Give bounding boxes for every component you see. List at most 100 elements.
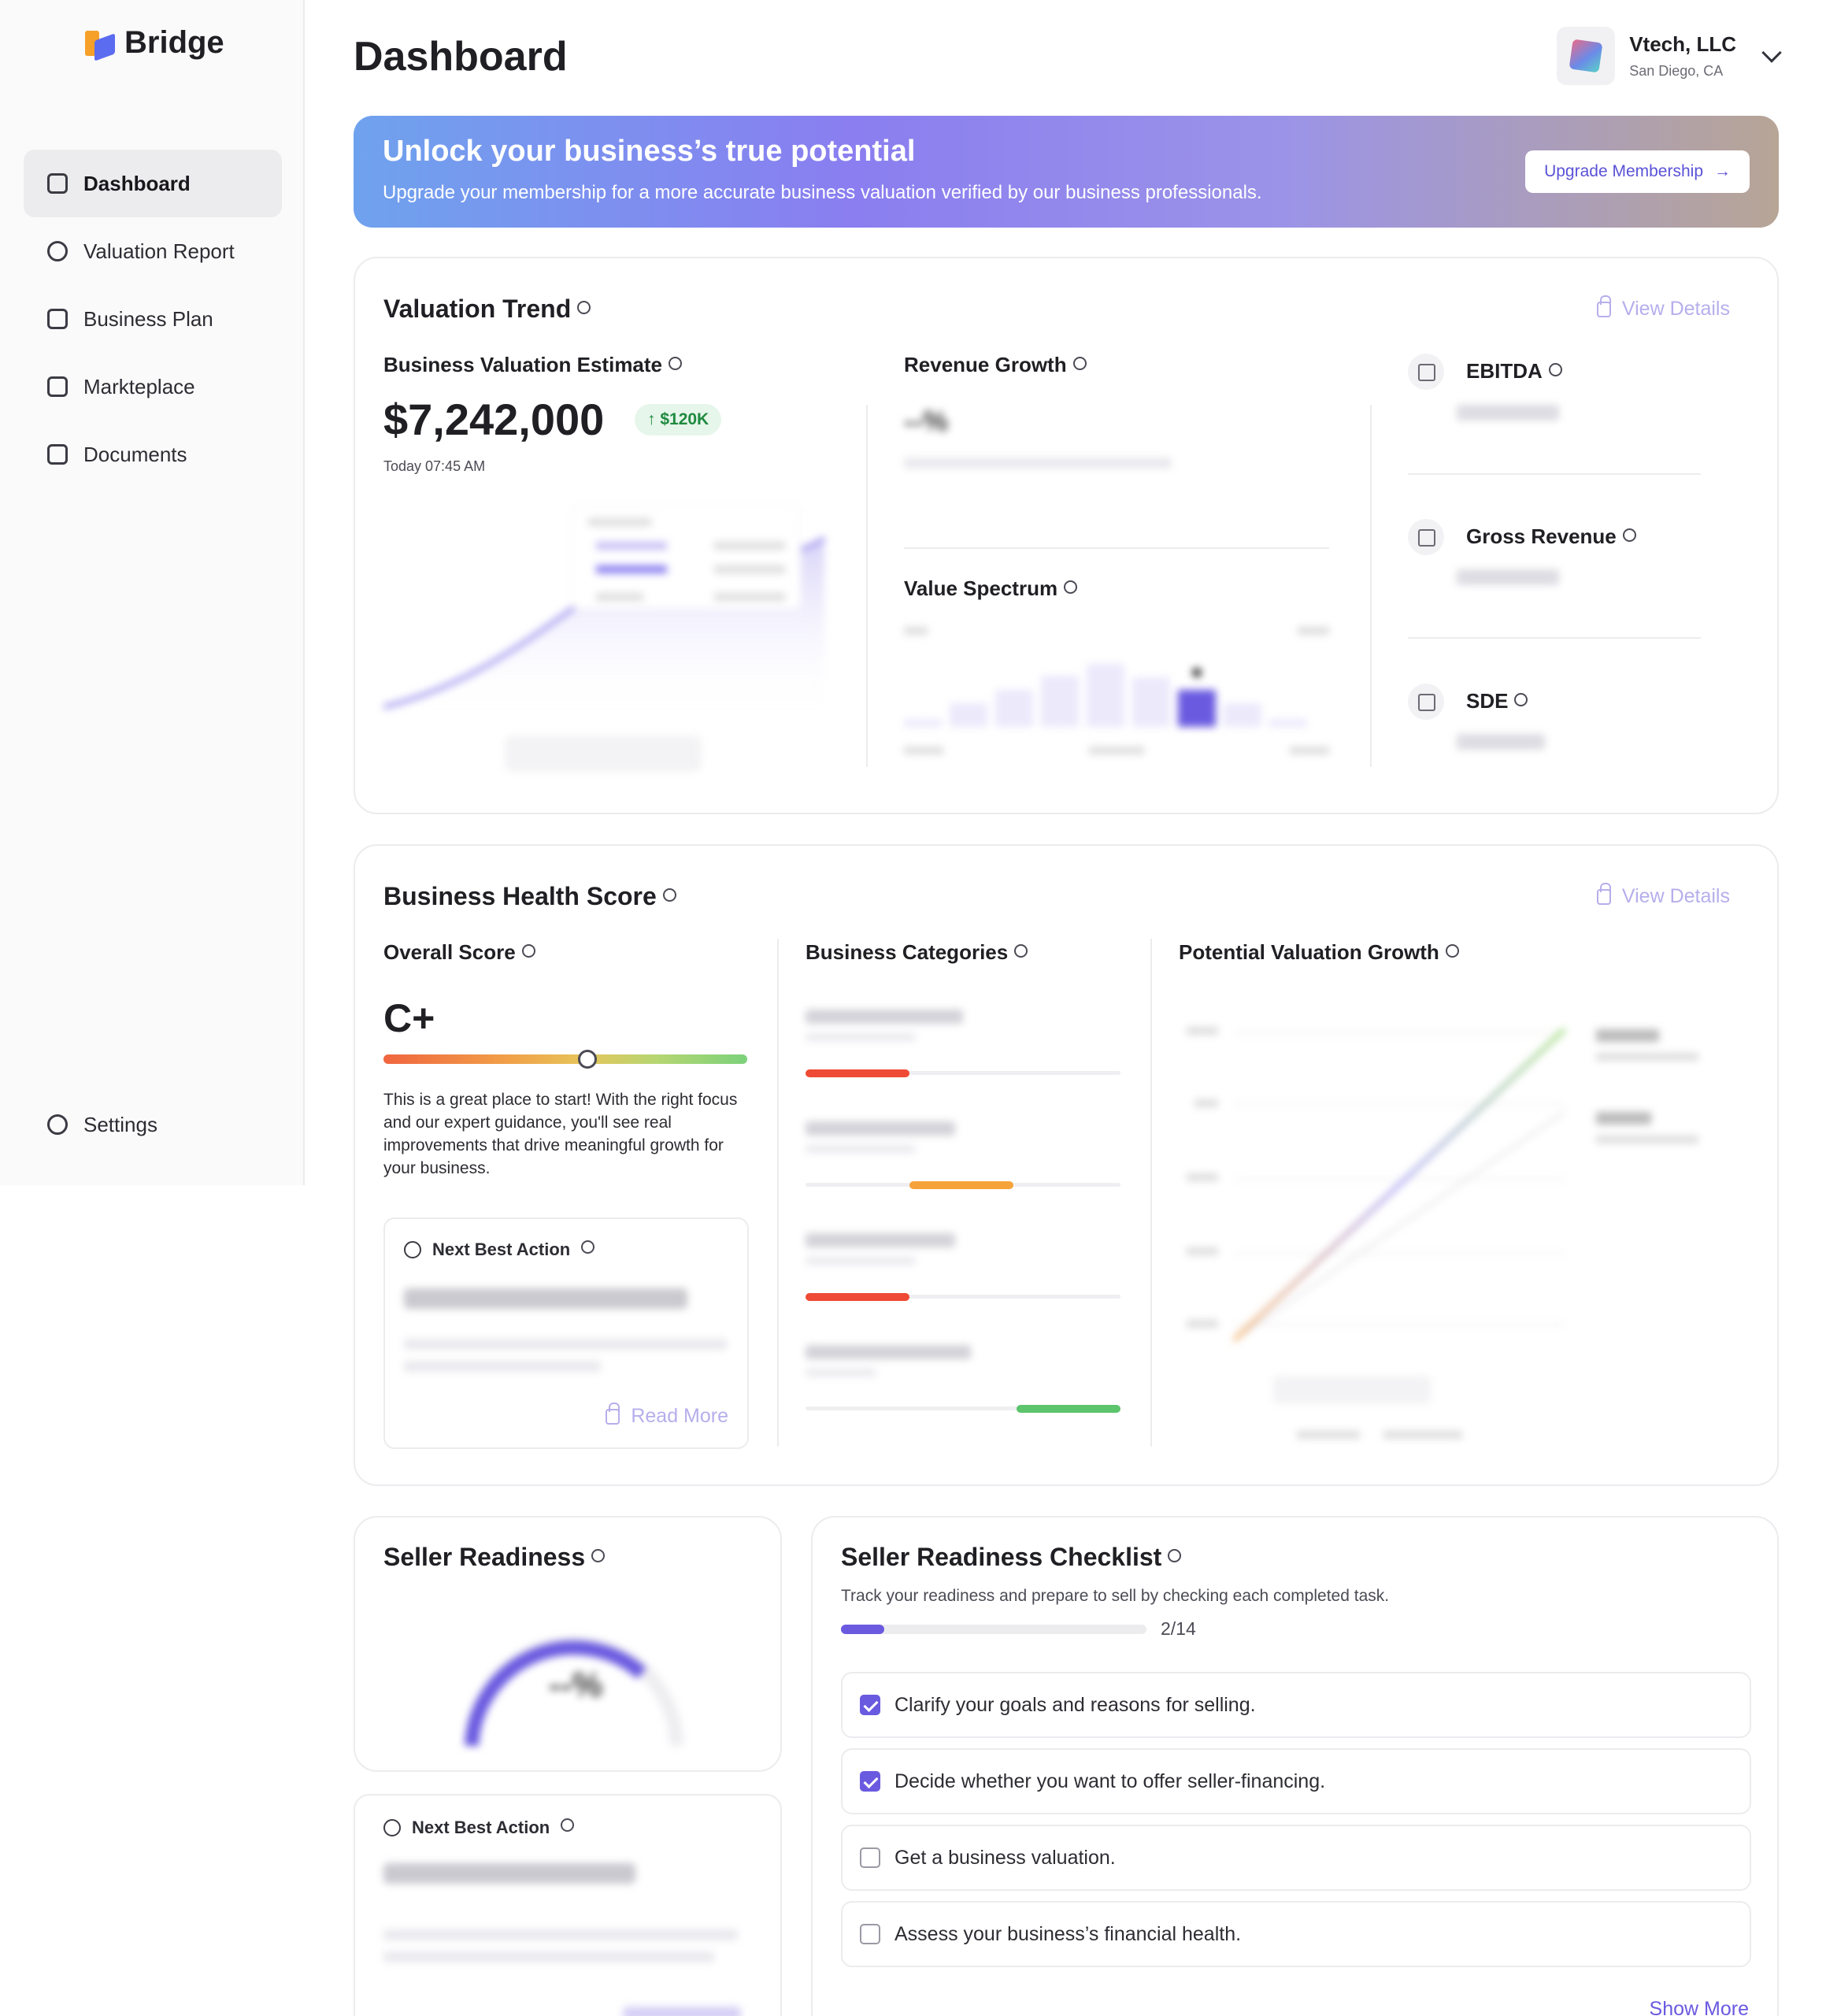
store-icon [47,376,68,397]
range-toggle[interactable] [505,736,702,772]
seller-readiness-title: Seller Readiness [383,1543,586,1571]
sde-label: SDE [1466,689,1509,713]
info-icon[interactable] [521,943,535,958]
info-icon[interactable] [1548,362,1562,376]
bridge-logo[interactable]: Bridge [83,25,224,61]
app-name: Bridge [124,25,224,60]
bar-chart-icon [1408,354,1444,390]
readiness-gauge [465,1636,683,1747]
value-spectrum-label: Value Spectrum [904,576,1058,600]
next-best-action-card: Next Best Action Read More [383,1217,749,1449]
change-badge-value: $120K [660,410,709,428]
info-icon[interactable] [669,356,683,370]
read-more-button[interactable] [623,2007,741,2016]
checklist-progress-track [841,1625,1146,1634]
business-categories-label: Business Categories [806,940,1009,964]
lock-icon [606,1402,620,1425]
sidebar-item-dashboard[interactable]: Dashboard [24,150,282,217]
checklist-item[interactable]: Get a business valuation. [841,1825,1751,1891]
checklist-progress-fill [841,1625,885,1634]
sidebar-item-documents[interactable]: Documents [24,421,282,488]
sde-value [1457,734,1545,750]
dashboard-icon [47,173,68,194]
info-icon[interactable] [1168,1549,1182,1563]
checklist-progress-text: 2/14 [1161,1618,1196,1639]
page-title: Dashboard [354,34,568,80]
info-icon[interactable] [662,888,676,902]
upgrade-membership-button[interactable]: Upgrade Membership → [1525,150,1750,193]
info-icon[interactable] [577,301,591,315]
info-icon[interactable] [591,1549,606,1563]
gross-revenue-value [1457,569,1559,585]
business-health-card: Business Health Score View Details Overa… [354,844,1779,1486]
info-icon[interactable] [1064,580,1078,594]
next-best-action-label: Next Best Action [412,1818,550,1837]
sidebar-item-settings[interactable]: Settings [24,1091,282,1158]
sidebar-nav: Dashboard Valuation Report Business Plan… [24,150,282,488]
account-switcher[interactable]: Vtech, LLC San Diego, CA [1557,27,1782,85]
chart-icon [47,241,68,261]
view-details-button[interactable]: View Details [1596,295,1730,321]
sidebar-item-label: Markteplace [83,374,195,398]
checklist-item[interactable]: Clarify your goals and reasons for selli… [841,1672,1751,1738]
read-more-button[interactable]: Read More [606,1402,728,1428]
show-more-button[interactable]: Show More [1649,1998,1749,2016]
pie-chart-icon [1408,519,1444,555]
valuation-trend-card: Valuation Trend View Details Business Va… [354,257,1779,814]
account-location: San Diego, CA [1629,63,1724,79]
ebitda-label: EBITDA [1466,359,1543,383]
estimate-label: Business Valuation Estimate [383,353,663,376]
valuation-trend-title: Valuation Trend [383,295,572,323]
category-progress [909,1181,1013,1189]
lightbulb-icon [404,1241,421,1258]
sidebar-item-label: Valuation Report [83,239,235,263]
ebitda-value [1457,405,1559,421]
gross-revenue-label: Gross Revenue [1466,524,1617,548]
account-name: Vtech, LLC [1629,32,1736,56]
view-details-label: View Details [1621,298,1730,320]
potential-growth-label: Potential Valuation Growth [1179,940,1439,964]
info-icon[interactable] [1072,356,1087,370]
view-details-label: View Details [1621,885,1730,907]
info-icon[interactable] [581,1240,595,1254]
checklist-item-label: Assess your business’s financial health. [894,1922,1242,1945]
clipboard-icon [47,309,68,329]
upgrade-banner: Unlock your business’s true potential Up… [354,116,1779,228]
checkbox[interactable] [860,1771,880,1792]
info-icon[interactable] [1514,692,1528,706]
banner-title: Unlock your business’s true potential [383,135,916,168]
checklist-item[interactable]: Assess your business’s financial health. [841,1901,1751,1967]
category-progress [806,1069,909,1077]
topbar: Dashboard Vtech, LLC San Diego, CA [354,0,1782,114]
potential-growth-chart [1187,1027,1698,1439]
value-spectrum-chart [904,627,1329,754]
checkbox[interactable] [860,1924,880,1944]
checkbox[interactable] [860,1847,880,1868]
info-icon[interactable] [1622,528,1636,542]
revenue-growth-value: --% [904,405,948,437]
checklist-item[interactable]: Decide whether you want to offer seller-… [841,1748,1751,1814]
document-icon [47,444,68,465]
bridge-logo-icon [83,26,118,61]
checklist-item-label: Get a business valuation. [894,1846,1116,1869]
info-icon[interactable] [1014,943,1028,958]
checkbox[interactable] [860,1695,880,1715]
sidebar-item-label: Settings [83,1112,157,1136]
seller-readiness-card: Seller Readiness --% [354,1516,782,1772]
info-icon[interactable] [561,1818,575,1832]
next-best-action-label: Next Best Action [432,1240,571,1259]
score-bar [383,1054,747,1064]
info-icon[interactable] [1445,943,1459,958]
estimate-value: $7,242,000 [383,395,605,444]
revenue-growth-label: Revenue Growth [904,353,1067,376]
lock-icon [1596,295,1611,317]
chevron-down-icon[interactable] [1761,43,1782,63]
sidebar-item-business-plan[interactable]: Business Plan [24,285,282,353]
upgrade-membership-label: Upgrade Membership [1544,162,1703,180]
category-progress [1017,1405,1120,1413]
line-chart-icon [1408,684,1444,720]
view-details-button[interactable]: View Details [1596,882,1730,908]
checklist-subtitle: Track your readiness and prepare to sell… [841,1587,1390,1605]
sidebar-item-marketplace[interactable]: Markteplace [24,353,282,421]
sidebar-item-valuation-report[interactable]: Valuation Report [24,217,282,285]
